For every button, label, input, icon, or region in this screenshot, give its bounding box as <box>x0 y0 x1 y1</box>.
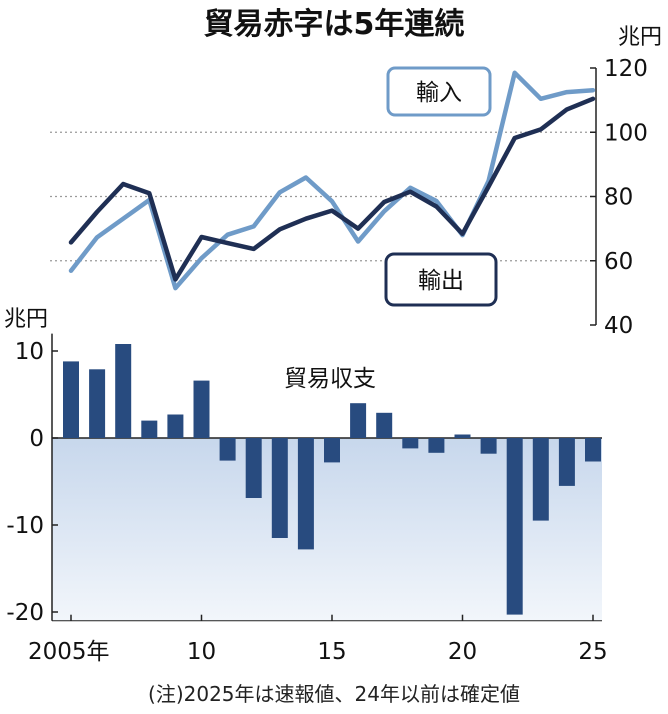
imports-callout-label: 輸入 <box>416 80 462 106</box>
x-tick-label: 2005年 <box>28 639 110 665</box>
x-tick-label: 25 <box>578 639 607 665</box>
balance-bar <box>219 438 236 461</box>
balance-bar <box>167 414 184 438</box>
balance-bar <box>376 412 393 438</box>
exports-callout: 輸出 <box>384 252 498 307</box>
balance-bar <box>297 438 314 550</box>
balance-bar <box>271 438 288 538</box>
x-tick-label: 20 <box>448 639 477 665</box>
chart-title: 貿易赤字は5年連続 <box>204 7 465 42</box>
bar-chart-y-ticks: 10 0 -10 -20 <box>6 339 58 626</box>
x-axis-tick-labels: 2005年 10 15 20 25 <box>28 614 608 665</box>
line-chart-gridlines <box>50 131 596 262</box>
balance-bar <box>245 438 262 498</box>
balance-bar <box>89 369 106 438</box>
balance-bar <box>454 434 471 438</box>
balance-bar <box>480 438 497 454</box>
exports-callout-label: 輸出 <box>418 268 464 294</box>
line-chart-unit: 兆円 <box>618 25 662 50</box>
bar-chart-unit: 兆円 <box>4 307 48 332</box>
balance-bar <box>402 438 419 449</box>
balance-bar <box>428 438 445 453</box>
bar-y-tick-label: -10 <box>6 513 44 539</box>
balance-bar <box>350 403 367 438</box>
balance-bar <box>193 380 210 438</box>
balance-bar <box>532 438 549 521</box>
exports-callout-box <box>384 252 498 307</box>
balance-bar <box>506 438 523 615</box>
bar-y-tick-label: -20 <box>6 600 44 626</box>
line-chart: 兆円 40 60 80 100 120 輸入 輸出 <box>50 25 662 339</box>
bar-y-tick-label: 10 <box>15 339 44 365</box>
imports-callout: 輸入 <box>386 66 492 117</box>
balance-bar <box>63 361 79 438</box>
balance-bars <box>63 344 601 615</box>
exports-line <box>68 96 596 282</box>
footnote: (注)2025年は速報値、24年以前は確定値 <box>148 682 520 706</box>
balance-bar <box>324 438 340 463</box>
imports-callout-box <box>386 66 492 117</box>
line-y-tick-label: 120 <box>604 56 648 82</box>
balance-bar <box>141 420 158 438</box>
line-y-tick-label: 60 <box>604 249 633 275</box>
bar-chart: 兆円 10 0 -10 -20 貿易収支 2005年 10 15 20 25 <box>4 307 608 665</box>
imports-line <box>68 70 596 291</box>
balance-bar <box>115 344 132 438</box>
x-tick-label: 15 <box>317 639 346 665</box>
bar-chart-title: 貿易収支 <box>284 366 376 392</box>
line-chart-y-ticks: 40 60 80 100 120 <box>590 56 648 339</box>
line-y-tick-label: 40 <box>604 313 633 339</box>
line-chart-series <box>68 70 596 291</box>
line-y-tick-label: 80 <box>604 185 633 211</box>
bar-y-tick-label: 0 <box>29 426 44 452</box>
line-y-tick-label: 100 <box>604 120 648 146</box>
balance-bar <box>585 438 601 462</box>
x-tick-label: 10 <box>187 639 216 665</box>
balance-bar <box>558 438 575 486</box>
